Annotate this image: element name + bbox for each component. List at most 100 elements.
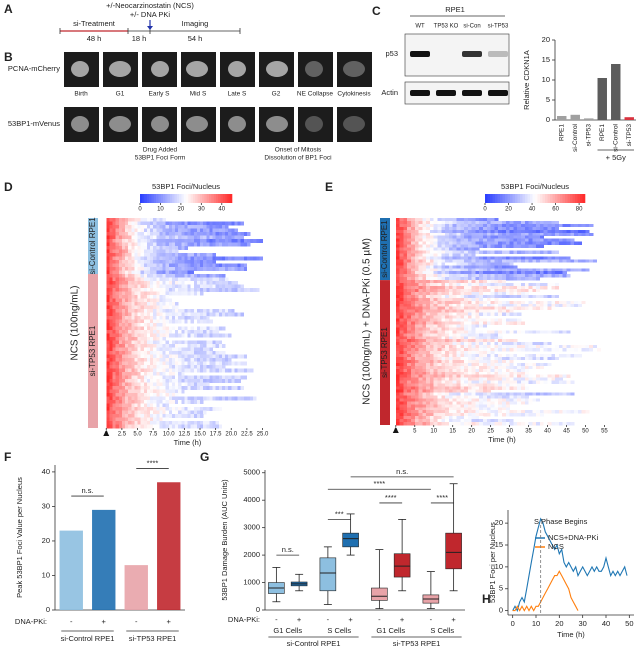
heatmap-cell	[172, 351, 175, 355]
column-label: Birth	[74, 91, 88, 98]
heatmap-cell	[491, 381, 495, 384]
heatmap-cell	[166, 260, 169, 264]
heatmap-cell	[184, 281, 187, 285]
heatmap-cell	[125, 358, 128, 362]
heatmap-cell	[487, 357, 491, 360]
heatmap-cell	[150, 313, 153, 317]
heatmap-cell	[396, 307, 400, 310]
heatmap-cell	[141, 267, 144, 271]
heatmap-cell	[172, 393, 175, 397]
heatmap-cell	[468, 322, 472, 325]
heatmap-cell	[166, 239, 169, 243]
heatmap-cell	[403, 304, 407, 307]
heatmap-cell	[536, 295, 540, 298]
heatmap-cell	[184, 397, 187, 401]
heatmap-cell	[532, 251, 536, 254]
heatmap-cell	[487, 366, 491, 369]
heatmap-cell	[188, 285, 191, 289]
heatmap-cell	[483, 319, 487, 322]
heatmap-cell	[415, 218, 419, 221]
heatmap-cell	[216, 236, 219, 240]
heatmap-cell	[400, 242, 404, 245]
heatmap-cell	[449, 218, 453, 221]
heatmap-cell	[513, 277, 517, 280]
heatmap-cell	[181, 362, 184, 366]
heatmap-cell	[150, 225, 153, 229]
heatmap-cell	[122, 411, 125, 415]
x-tick-label: 12.5	[179, 432, 191, 438]
heatmap-cell	[483, 375, 487, 378]
heatmap-cell	[181, 358, 184, 362]
heatmap-cell	[521, 342, 525, 345]
heatmap-cell	[116, 393, 119, 397]
heatmap-cell	[540, 295, 544, 298]
heatmap-cell	[153, 271, 156, 275]
heatmap-cell	[479, 236, 483, 239]
heatmap-cell	[234, 222, 237, 226]
heatmap-cell	[438, 280, 442, 283]
colorbar-step	[209, 194, 212, 203]
heatmap-cell	[156, 365, 159, 369]
heatmap-cell	[147, 379, 150, 383]
heatmap-cell	[419, 372, 423, 375]
heatmap-cell	[122, 271, 125, 275]
heatmap-cell	[551, 239, 555, 242]
heatmap-cell	[415, 295, 419, 298]
colorbar-step	[140, 194, 143, 203]
heatmap-cell	[540, 230, 544, 233]
heatmap-cell	[426, 369, 430, 372]
colorbar-step	[545, 194, 548, 203]
heatmap-cell	[456, 253, 460, 256]
heatmap-cell	[166, 257, 169, 261]
heatmap-cell	[134, 239, 137, 243]
heatmap-cell	[510, 384, 514, 387]
heatmap-cell	[445, 342, 449, 345]
heatmap-cell	[426, 224, 430, 227]
heatmap-cell	[166, 330, 169, 334]
heatmap-cell	[203, 222, 206, 226]
heatmap-cell	[213, 334, 216, 338]
heatmap-cell	[238, 236, 241, 240]
heatmap-cell	[563, 224, 567, 227]
heatmap-cell	[419, 274, 423, 277]
heatmap-cell	[166, 334, 169, 338]
heatmap-cell	[426, 322, 430, 325]
heatmap-cell	[494, 407, 498, 410]
heatmap-cell	[415, 336, 419, 339]
heatmap-cell	[411, 336, 415, 339]
heatmap-cell	[430, 413, 434, 416]
heatmap-cell	[422, 319, 426, 322]
heatmap-cell	[106, 348, 109, 352]
heatmap-cell	[449, 378, 453, 381]
heatmap-cell	[544, 307, 548, 310]
heatmap-cell	[213, 344, 216, 348]
heatmap-cell	[109, 253, 112, 257]
heatmap-cell	[502, 259, 506, 262]
heatmap-cell	[150, 372, 153, 376]
heatmap-cell	[445, 304, 449, 307]
heatmap-cell	[109, 358, 112, 362]
heatmap-cell	[122, 334, 125, 338]
colorbar-step	[202, 194, 205, 203]
heatmap-cell	[460, 218, 464, 221]
heatmap-cell	[169, 411, 172, 415]
heatmap-cell	[551, 378, 555, 381]
heatmap-cell	[483, 256, 487, 259]
heatmap-cell	[555, 348, 559, 351]
heatmap-cell	[113, 320, 116, 324]
heatmap-cell	[570, 392, 574, 395]
heatmap-cell	[144, 327, 147, 331]
heatmap-cell	[517, 410, 521, 413]
heatmap-cell	[487, 256, 491, 259]
heatmap-cell	[525, 221, 529, 224]
heatmap-cell	[472, 327, 476, 330]
heatmap-cell	[430, 307, 434, 310]
heatmap-cell	[494, 395, 498, 398]
panel-letter: E	[325, 180, 333, 194]
heatmap-cell	[510, 233, 514, 236]
heatmap-cell	[134, 393, 137, 397]
heatmap-cell	[464, 339, 468, 342]
heatmap-cell	[521, 304, 525, 307]
heatmap-cell	[138, 418, 141, 422]
heatmap-cell	[510, 271, 514, 274]
